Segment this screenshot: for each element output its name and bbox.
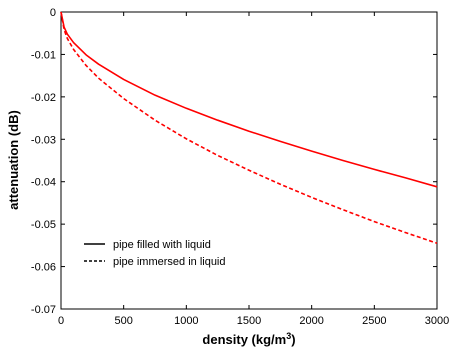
x-tick-label: 2000 [299, 315, 323, 327]
y-axis-ticks: 0 -0.01 -0.02 -0.03 -0.04 -0.05 -0.06 -0.07 [31, 7, 437, 316]
legend-label-immersed: pipe immersed in liquid [113, 256, 226, 268]
x-axis-label-text: density (kg/m [202, 332, 286, 347]
x-tick-label: 3000 [425, 315, 449, 327]
x-tick-label: 0 [58, 315, 64, 327]
x-tick-label: 1500 [237, 315, 261, 327]
legend-label-filled: pipe filled with liquid [113, 239, 211, 251]
y-tick-label: 0 [50, 7, 56, 19]
plot-area [60, 11, 438, 310]
legend: pipe filled with liquid pipe immersed in… [84, 239, 226, 268]
y-axis-label: attenuation (dB) [6, 110, 21, 210]
y-tick-label: -0.01 [31, 49, 56, 61]
series-line-filled [60, 11, 438, 188]
series-line-immersed [60, 11, 438, 244]
x-tick-label: 2500 [362, 315, 386, 327]
x-axis-label: density (kg/m3) [202, 331, 295, 347]
y-tick-label: -0.05 [31, 219, 56, 231]
y-tick-label: -0.04 [31, 177, 56, 189]
x-tick-label: 1000 [174, 315, 198, 327]
x-axis-label-superscript: 3 [286, 331, 291, 341]
series-layer [60, 11, 438, 244]
y-tick-label: -0.06 [31, 262, 56, 274]
y-tick-label: -0.03 [31, 134, 56, 146]
y-tick-label: -0.07 [31, 304, 56, 316]
x-axis-label-suffix: ) [291, 332, 295, 347]
x-tick-label: 500 [114, 315, 132, 327]
y-tick-label: -0.02 [31, 92, 56, 104]
x-axis-ticks: 0 500 1000 1500 2000 2500 3000 [58, 12, 449, 327]
